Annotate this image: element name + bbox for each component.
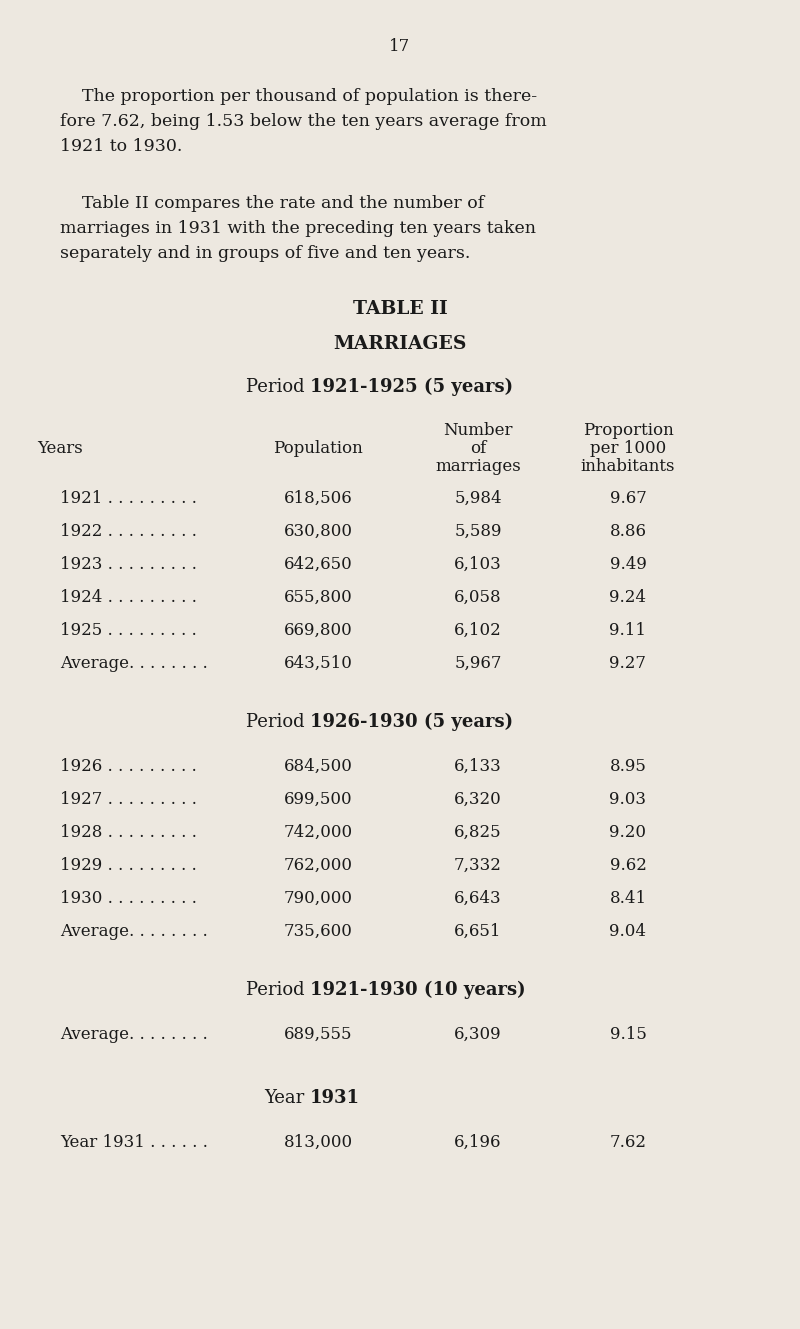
Text: Period: Period — [246, 712, 310, 731]
Text: 669,800: 669,800 — [284, 622, 352, 639]
Text: 5,589: 5,589 — [454, 524, 502, 540]
Text: 1926 . . . . . . . . .: 1926 . . . . . . . . . — [60, 758, 197, 775]
Text: 6,133: 6,133 — [454, 758, 502, 775]
Text: marriages in 1931 with the preceding ten years taken: marriages in 1931 with the preceding ten… — [60, 221, 536, 237]
Text: 699,500: 699,500 — [284, 791, 352, 808]
Text: fore 7.62, being 1.53 below the ten years average from: fore 7.62, being 1.53 below the ten year… — [60, 113, 546, 130]
Text: 6,320: 6,320 — [454, 791, 502, 808]
Text: 655,800: 655,800 — [284, 589, 352, 606]
Text: 1928 . . . . . . . . .: 1928 . . . . . . . . . — [60, 824, 197, 841]
Text: 6,309: 6,309 — [454, 1026, 502, 1043]
Text: 6,058: 6,058 — [454, 589, 502, 606]
Text: 9.62: 9.62 — [610, 857, 646, 874]
Text: 1930 . . . . . . . . .: 1930 . . . . . . . . . — [60, 890, 197, 906]
Text: 5,984: 5,984 — [454, 490, 502, 506]
Text: marriages: marriages — [435, 459, 521, 474]
Text: Average. . . . . . . .: Average. . . . . . . . — [60, 1026, 208, 1043]
Text: 8.95: 8.95 — [610, 758, 646, 775]
Text: 7.62: 7.62 — [610, 1134, 646, 1151]
Text: Year: Year — [264, 1088, 310, 1107]
Text: 1924 . . . . . . . . .: 1924 . . . . . . . . . — [60, 589, 197, 606]
Text: 9.49: 9.49 — [610, 556, 646, 573]
Text: Table II compares the rate and the number of: Table II compares the rate and the numbe… — [60, 195, 484, 213]
Text: 689,555: 689,555 — [284, 1026, 352, 1043]
Text: TABLE II: TABLE II — [353, 300, 447, 318]
Text: 1921-1925 (5 years): 1921-1925 (5 years) — [310, 377, 513, 396]
Text: of: of — [470, 440, 486, 457]
Text: 1931: 1931 — [310, 1088, 360, 1107]
Text: MARRIAGES: MARRIAGES — [334, 335, 466, 354]
Text: 1927 . . . . . . . . .: 1927 . . . . . . . . . — [60, 791, 197, 808]
Text: 9.20: 9.20 — [610, 824, 646, 841]
Text: 1923 . . . . . . . . .: 1923 . . . . . . . . . — [60, 556, 197, 573]
Text: 630,800: 630,800 — [283, 524, 353, 540]
Text: 813,000: 813,000 — [283, 1134, 353, 1151]
Text: 6,825: 6,825 — [454, 824, 502, 841]
Text: 17: 17 — [390, 39, 410, 54]
Text: per 1000: per 1000 — [590, 440, 666, 457]
Text: 7,332: 7,332 — [454, 857, 502, 874]
Text: 1929 . . . . . . . . .: 1929 . . . . . . . . . — [60, 857, 197, 874]
Text: Average. . . . . . . .: Average. . . . . . . . — [60, 655, 208, 672]
Text: 1926-1930 (5 years): 1926-1930 (5 years) — [310, 712, 513, 731]
Text: Period: Period — [246, 981, 310, 999]
Text: 9.24: 9.24 — [610, 589, 646, 606]
Text: 6,651: 6,651 — [454, 924, 502, 940]
Text: Years: Years — [37, 440, 83, 457]
Text: 643,510: 643,510 — [283, 655, 353, 672]
Text: 790,000: 790,000 — [283, 890, 353, 906]
Text: Population: Population — [273, 440, 363, 457]
Text: 9.04: 9.04 — [610, 924, 646, 940]
Text: 9.11: 9.11 — [610, 622, 646, 639]
Text: 618,506: 618,506 — [284, 490, 352, 506]
Text: 8.86: 8.86 — [610, 524, 646, 540]
Text: 6,102: 6,102 — [454, 622, 502, 639]
Text: Proportion: Proportion — [582, 423, 674, 439]
Text: separately and in groups of five and ten years.: separately and in groups of five and ten… — [60, 245, 470, 262]
Text: 5,967: 5,967 — [454, 655, 502, 672]
Text: 762,000: 762,000 — [283, 857, 353, 874]
Text: 6,103: 6,103 — [454, 556, 502, 573]
Text: 6,196: 6,196 — [454, 1134, 502, 1151]
Text: 8.41: 8.41 — [610, 890, 646, 906]
Text: inhabitants: inhabitants — [581, 459, 675, 474]
Text: 9.03: 9.03 — [610, 791, 646, 808]
Text: 1922 . . . . . . . . .: 1922 . . . . . . . . . — [60, 524, 197, 540]
Text: 9.67: 9.67 — [610, 490, 646, 506]
Text: 1921-1930 (10 years): 1921-1930 (10 years) — [310, 981, 526, 999]
Text: 9.27: 9.27 — [610, 655, 646, 672]
Text: 742,000: 742,000 — [283, 824, 353, 841]
Text: 642,650: 642,650 — [284, 556, 352, 573]
Text: 684,500: 684,500 — [283, 758, 353, 775]
Text: 1921 . . . . . . . . .: 1921 . . . . . . . . . — [60, 490, 197, 506]
Text: 6,643: 6,643 — [454, 890, 502, 906]
Text: Number: Number — [443, 423, 513, 439]
Text: Year 1931 . . . . . .: Year 1931 . . . . . . — [60, 1134, 208, 1151]
Text: 9.15: 9.15 — [610, 1026, 646, 1043]
Text: The proportion per thousand of population is there-: The proportion per thousand of populatio… — [60, 88, 537, 105]
Text: Average. . . . . . . .: Average. . . . . . . . — [60, 924, 208, 940]
Text: 735,600: 735,600 — [283, 924, 353, 940]
Text: Period: Period — [246, 377, 310, 396]
Text: 1921 to 1930.: 1921 to 1930. — [60, 138, 182, 155]
Text: 1925 . . . . . . . . .: 1925 . . . . . . . . . — [60, 622, 197, 639]
